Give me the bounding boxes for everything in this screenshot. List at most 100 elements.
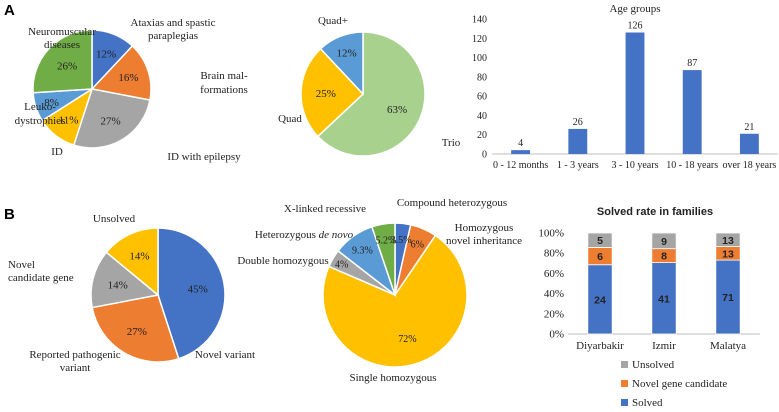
slice-label-homozygous-novel-inheritance: Homozygous: [455, 222, 514, 234]
bar-value-label: 21: [744, 122, 754, 133]
bar-3-10-years: [625, 32, 645, 154]
pie-slice-quad: [319, 31, 364, 96]
pie-chart-diagnoses: 12%16% 27% 11%8% 26% Ataxias and spasticpara…: [15, 17, 248, 163]
panel-letter-b: B: [4, 206, 15, 223]
slice-label-id: ID: [51, 146, 63, 158]
pie-chart-inheritance: 3.5% 6% 72% 4% 9.3%5.2% X-linked recessive Het…: [237, 197, 522, 384]
slice-label-brain-mal-formations: formations: [200, 84, 248, 96]
pie-slice-trio: [316, 31, 426, 157]
slice-label-ataxias-and-spastic-paraplegias: Ataxias and spastic: [131, 17, 216, 29]
pie-value-label: 63%: [387, 104, 407, 116]
bar-value-label: 26: [573, 117, 583, 128]
slice-label-brain-mal-formations: Brain mal-: [200, 70, 248, 82]
chart-title: Age groups: [609, 3, 660, 15]
bar-segment-value: 71: [722, 292, 734, 304]
x-tick-label: 1 - 3 years: [557, 160, 599, 171]
pie-value-label: 9.3%: [352, 245, 373, 256]
pie-value-label: 12%: [336, 47, 356, 59]
y-tick-label: 100: [472, 53, 487, 64]
stacked-bar-chart-solved-rate: Solved rate in families 0% 20% 40% 60% 80% 100…: [538, 206, 760, 409]
pie-value-label: 11%: [59, 114, 79, 126]
pie-chart-family-structure: 63% 25% 12% Trio Quad Quad+: [278, 15, 461, 157]
bar-segment-value: 24: [594, 294, 606, 306]
pie-slice-id-with-epilepsy: [72, 88, 151, 149]
slice-label-quad: Quad: [278, 113, 302, 125]
pie-value-label: 5.2%: [375, 236, 396, 247]
slice-label-trio: Trio: [442, 137, 461, 149]
bar-over-18-years: [739, 133, 759, 154]
slice-label-novel-candidate-gene: Novel: [8, 259, 35, 271]
pie-value-label: 27%: [127, 326, 147, 338]
y-tick-label: 120: [472, 34, 487, 45]
slice-label-ataxias-and-spastic-paraplegias: paraplegias: [148, 30, 198, 42]
x-tick-label: over 18 years: [722, 160, 776, 171]
bar-value-label: 87: [687, 58, 697, 69]
bar-value-label: 4: [518, 138, 523, 149]
pie-slice-quad: [300, 47, 365, 138]
pie-slice-brain-mal-formations: [90, 44, 152, 101]
y-tick-label: 20: [477, 130, 487, 141]
slice-label-unsolved: Unsolved: [93, 213, 136, 225]
pie-slice-neuromuscular-diseases: [32, 29, 93, 94]
bar-segment-value: 8: [661, 251, 667, 263]
pie-value-label: 27%: [101, 115, 121, 127]
y-tick-label: 80%: [544, 248, 564, 260]
pie-slice-novel-variant: [157, 227, 226, 360]
slice-label-single-homozygous: Single homozygous: [349, 372, 436, 384]
pie-slice-reported-pathogenic-variant: [91, 294, 180, 363]
legend-swatch-unsolved: [621, 361, 628, 368]
pie-value-label: 26%: [57, 61, 77, 73]
legend-swatch-novel-gene-candidate: [621, 380, 628, 387]
pie-slice-unsolved: [105, 227, 159, 297]
pie-slice-single-homozygous: [322, 234, 468, 368]
bar-value-label: 126: [628, 21, 643, 32]
bar-segment-unsolved-malatya: [715, 232, 741, 247]
bar-segment-solved-diyarbakir: [587, 264, 613, 335]
pie-value-label: 3.5%: [391, 235, 412, 246]
slice-label-x-linked-recessive: X-linked recessive: [284, 203, 366, 215]
panel-letter-a: A: [4, 2, 15, 19]
slice-label-neuromuscular-diseases: diseases: [44, 39, 80, 51]
slice-label-reported-pathogenic-variant: variant: [60, 362, 91, 374]
pie-value-label: 14%: [129, 251, 149, 263]
x-tick-label: 3 - 10 years: [612, 160, 659, 171]
pie-value-label: 6%: [411, 239, 424, 250]
pie-value-label: 12%: [96, 48, 116, 60]
bar-segment-unsolved-izmir: [651, 232, 677, 250]
x-tick-label: 10 - 18 years: [666, 160, 718, 171]
pie-value-label: 45%: [188, 284, 208, 296]
bar-10-18-years: [682, 70, 702, 154]
pie-slice-novel-candidate-gene: [90, 251, 160, 309]
y-tick-label: 20%: [544, 308, 564, 320]
slice-label-quad-plus: Quad+: [318, 15, 348, 27]
bar-segment-value: 5: [597, 235, 603, 247]
x-tick-label: Izmir: [652, 340, 676, 352]
bar-segment-value: 13: [722, 235, 734, 247]
slice-label-leuko-dystrophies: dystrophies: [15, 115, 66, 127]
slice-label-id-with-epilepsy: ID with epilepsy: [167, 151, 241, 163]
y-tick-label: 0%: [549, 329, 564, 341]
y-tick-label: 40: [477, 111, 487, 122]
pie-value-label: 25%: [316, 88, 336, 100]
y-tick-label: 0: [482, 150, 487, 161]
bar-segment-value: 41: [658, 293, 670, 305]
x-tick-label: 0 - 12 months: [493, 160, 548, 171]
bar-segment-solved-malatya: [715, 259, 741, 335]
slice-label-novel-variant: Novel variant: [195, 349, 255, 361]
pie-value-label: 72%: [398, 334, 416, 345]
slice-label-heterozygous-de-novo: Heterozygous de novo: [255, 229, 354, 241]
y-tick-label: 60%: [544, 268, 564, 280]
y-tick-label: 140: [472, 15, 487, 26]
y-tick-label: 60: [477, 92, 487, 103]
y-tick-label: 100%: [538, 228, 564, 240]
x-tick-label: Diyarbakir: [576, 340, 624, 352]
slice-label-compound-heterozygous: Compound heterozygous: [397, 197, 507, 209]
legend-label-unsolved: Unsolved: [632, 359, 675, 371]
bar-segment-unsolved-diyarbakir: [587, 232, 613, 248]
bar-segment-solved-izmir: [651, 262, 677, 335]
slice-label-double-homozygous: Double homozygous: [237, 255, 328, 267]
bar-chart-age-groups: Age groups 0 20 40 60 80 100 120 140 4 0 - 12 mont…: [472, 3, 778, 171]
legend-label-solved: Solved: [632, 397, 663, 409]
